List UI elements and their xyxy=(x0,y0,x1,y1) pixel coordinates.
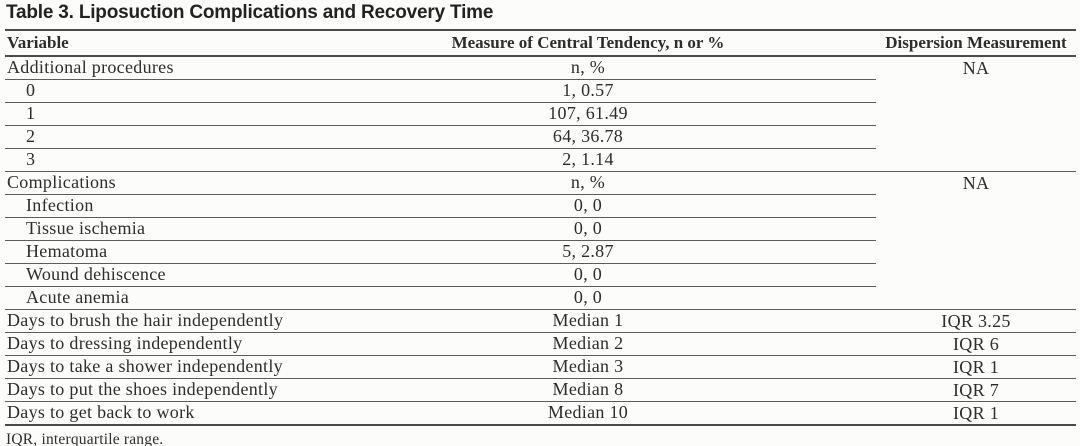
table-row: 1 107, 61.49 xyxy=(5,102,1076,126)
variable-cell: Infection xyxy=(5,194,440,218)
table-title: Table 3. Liposuction Complications and R… xyxy=(6,2,494,23)
data-table: Variable Measure of Central Tendency, n … xyxy=(5,29,1076,426)
measure-cell: 2, 1.14 xyxy=(440,148,876,172)
measure-cell: Median 2 xyxy=(440,332,876,356)
table-row: Days to put the shoes independently Media… xyxy=(5,378,1076,402)
variable-cell: Additional procedures xyxy=(5,56,440,80)
variable-cell: Days to brush the hair independently xyxy=(5,309,440,333)
variable-cell: 0 xyxy=(5,79,440,103)
variable-cell: Days to dressing independently xyxy=(5,332,440,356)
table-row: Infection 0, 0 xyxy=(5,194,1076,218)
column-header-variable: Variable xyxy=(5,30,440,57)
table-row: Tissue ischemia 0, 0 xyxy=(5,217,1076,241)
variable-cell: Days to put the shoes independently xyxy=(5,378,440,402)
dispersion-cell: NA xyxy=(876,171,1076,310)
measure-cell: 1, 0.57 xyxy=(440,79,876,103)
measure-cell: Median 8 xyxy=(440,378,876,402)
measure-cell: 5, 2.87 xyxy=(440,240,876,264)
dispersion-cell: IQR 1 xyxy=(876,355,1076,379)
table-row: Additional procedures n, % NA xyxy=(5,56,1076,172)
measure-cell: 0, 0 xyxy=(440,263,876,287)
variable-cell: Days to take a shower independently xyxy=(5,355,440,379)
measure-cell: 64, 36.78 xyxy=(440,125,876,149)
measure-cell: 0, 0 xyxy=(440,217,876,241)
dispersion-cell: IQR 1 xyxy=(876,401,1076,426)
table-row: 2 64, 36.78 xyxy=(5,125,1076,149)
dispersion-cell: IQR 3.25 xyxy=(876,309,1076,333)
variable-cell: Acute anemia xyxy=(5,286,440,310)
measure-cell: Median 1 xyxy=(440,309,876,333)
table-row: Days to take a shower independently Media… xyxy=(5,355,1076,379)
table-row: Wound dehiscence 0, 0 xyxy=(5,263,1076,287)
measure-cell: Median 3 xyxy=(440,355,876,379)
table-footnote: IQR, interquartile range. xyxy=(6,430,164,446)
dispersion-cell: IQR 6 xyxy=(876,332,1076,356)
column-header-measure: Measure of Central Tendency, n or % xyxy=(440,30,876,57)
variable-cell: Complications xyxy=(5,171,440,195)
variable-cell: Hematoma xyxy=(5,240,440,264)
measure-cell: n, % xyxy=(440,56,876,80)
variable-cell: 3 xyxy=(5,148,440,172)
variable-cell: Tissue ischemia xyxy=(5,217,440,241)
variable-cell: 2 xyxy=(5,125,440,149)
table-row: Acute anemia 0, 0 xyxy=(5,286,1076,310)
variable-cell: Days to get back to work xyxy=(5,401,440,426)
measure-cell: 107, 61.49 xyxy=(440,102,876,126)
measure-cell: Median 10 xyxy=(440,401,876,426)
measure-cell: 0, 0 xyxy=(440,194,876,218)
variable-cell: Wound dehiscence xyxy=(5,263,440,287)
table-row: 0 1, 0.57 xyxy=(5,79,1076,103)
header-row: Variable Measure of Central Tendency, n … xyxy=(5,30,1076,57)
table-row: 3 2, 1.14 xyxy=(5,148,1076,172)
table-row: Days to get back to work Median 10 IQR 1 xyxy=(5,401,1076,426)
table-row: Hematoma 5, 2.87 xyxy=(5,240,1076,264)
variable-cell: 1 xyxy=(5,102,440,126)
dispersion-cell: NA xyxy=(876,56,1076,172)
table-row: Days to dressing independently Median 2 IQ… xyxy=(5,332,1076,356)
table-row: Complications n, % NA xyxy=(5,171,1076,310)
measure-cell: n, % xyxy=(440,171,876,195)
column-header-dispersion: Dispersion Measurement xyxy=(876,30,1076,57)
measure-cell: 0, 0 xyxy=(440,286,876,310)
table-body: Additional procedures n, % NA 0 1, 0.57 1 107,… xyxy=(5,56,1076,426)
table-row: Days to brush the hair independently Medi… xyxy=(5,309,1076,333)
dispersion-cell: IQR 7 xyxy=(876,378,1076,402)
